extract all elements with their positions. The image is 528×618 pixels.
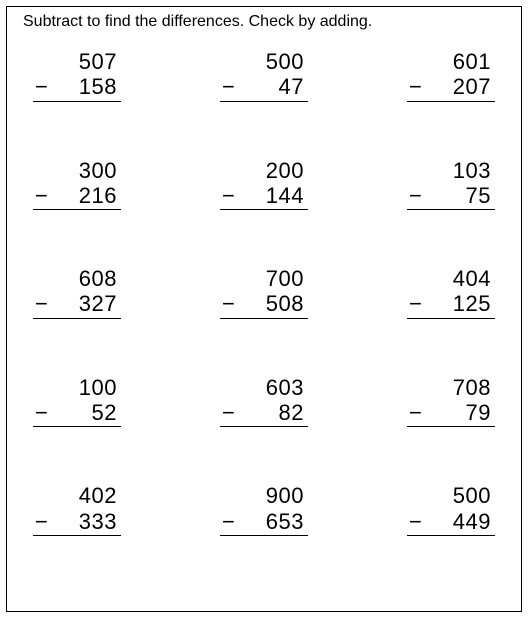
subtrahend-row: − 333 [33, 509, 121, 536]
subtrahend-row: − 327 [33, 291, 121, 318]
subtrahend-row: − 144 [220, 183, 308, 210]
subtraction-problem: 608 − 327 [33, 266, 121, 319]
minuend: 500 [453, 483, 495, 508]
minus-icon: − [220, 74, 235, 99]
minuend: 100 [79, 375, 121, 400]
subtrahend: 333 [79, 509, 117, 534]
minus-icon: − [33, 509, 48, 534]
minus-icon: − [407, 74, 422, 99]
subtraction-problem: 100 − 52 [33, 375, 121, 428]
subtrahend: 207 [453, 74, 491, 99]
minuend: 708 [453, 375, 495, 400]
subtrahend: 449 [453, 509, 491, 534]
minus-icon: − [220, 400, 235, 425]
subtrahend-row: − 449 [407, 509, 495, 536]
minuend: 507 [79, 49, 121, 74]
subtrahend: 75 [466, 183, 491, 208]
minus-icon: − [33, 183, 48, 208]
minuend: 300 [79, 158, 121, 183]
subtrahend: 653 [266, 509, 304, 534]
subtraction-problem: 500 − 47 [220, 49, 308, 102]
subtraction-problem: 708 − 79 [407, 375, 495, 428]
subtrahend-row: − 79 [407, 400, 495, 427]
minus-icon: − [220, 509, 235, 534]
subtrahend-row: − 158 [33, 74, 121, 101]
minuend: 402 [79, 483, 121, 508]
minus-icon: − [33, 291, 48, 316]
subtrahend-row: − 47 [220, 74, 308, 101]
subtraction-problem: 900 − 653 [220, 483, 308, 536]
subtrahend: 158 [79, 74, 117, 99]
subtrahend: 216 [79, 183, 117, 208]
subtrahend-row: − 216 [33, 183, 121, 210]
subtrahend: 82 [279, 400, 304, 425]
minus-icon: − [407, 400, 422, 425]
subtrahend: 144 [266, 183, 304, 208]
subtrahend: 47 [279, 74, 304, 99]
minuend: 200 [266, 158, 308, 183]
minuend: 603 [266, 375, 308, 400]
minuend: 900 [266, 483, 308, 508]
worksheet-container: Subtract to find the differences. Check … [6, 6, 522, 612]
subtrahend-row: − 207 [407, 74, 495, 101]
minuend: 500 [266, 49, 308, 74]
subtrahend-row: − 82 [220, 400, 308, 427]
minus-icon: − [220, 183, 235, 208]
subtraction-problem: 200 − 144 [220, 158, 308, 211]
subtraction-problem: 603 − 82 [220, 375, 308, 428]
minus-icon: − [407, 183, 422, 208]
subtrahend: 79 [466, 400, 491, 425]
minus-icon: − [33, 74, 48, 99]
minuend: 404 [453, 266, 495, 291]
subtraction-problem: 300 − 216 [33, 158, 121, 211]
instructions-text: Subtract to find the differences. Check … [23, 13, 505, 31]
subtrahend-row: − 52 [33, 400, 121, 427]
minuend: 601 [453, 49, 495, 74]
subtraction-problem: 500 − 449 [407, 483, 495, 536]
subtraction-problem: 700 − 508 [220, 266, 308, 319]
subtrahend: 52 [92, 400, 117, 425]
subtraction-problem: 103 − 75 [407, 158, 495, 211]
minuend: 608 [79, 266, 121, 291]
subtrahend: 508 [266, 291, 304, 316]
minuend: 700 [266, 266, 308, 291]
problems-grid: 507 − 158 500 − 47 601 − 207 300 − 2 [23, 49, 505, 536]
minuend: 103 [453, 158, 495, 183]
minus-icon: − [407, 509, 422, 534]
subtraction-problem: 601 − 207 [407, 49, 495, 102]
subtrahend: 327 [79, 291, 117, 316]
subtrahend-row: − 75 [407, 183, 495, 210]
subtrahend-row: − 125 [407, 291, 495, 318]
subtrahend-row: − 653 [220, 509, 308, 536]
subtrahend-row: − 508 [220, 291, 308, 318]
minus-icon: − [33, 400, 48, 425]
subtraction-problem: 404 − 125 [407, 266, 495, 319]
subtraction-problem: 507 − 158 [33, 49, 121, 102]
minus-icon: − [220, 291, 235, 316]
subtrahend: 125 [453, 291, 491, 316]
subtraction-problem: 402 − 333 [33, 483, 121, 536]
minus-icon: − [407, 291, 422, 316]
